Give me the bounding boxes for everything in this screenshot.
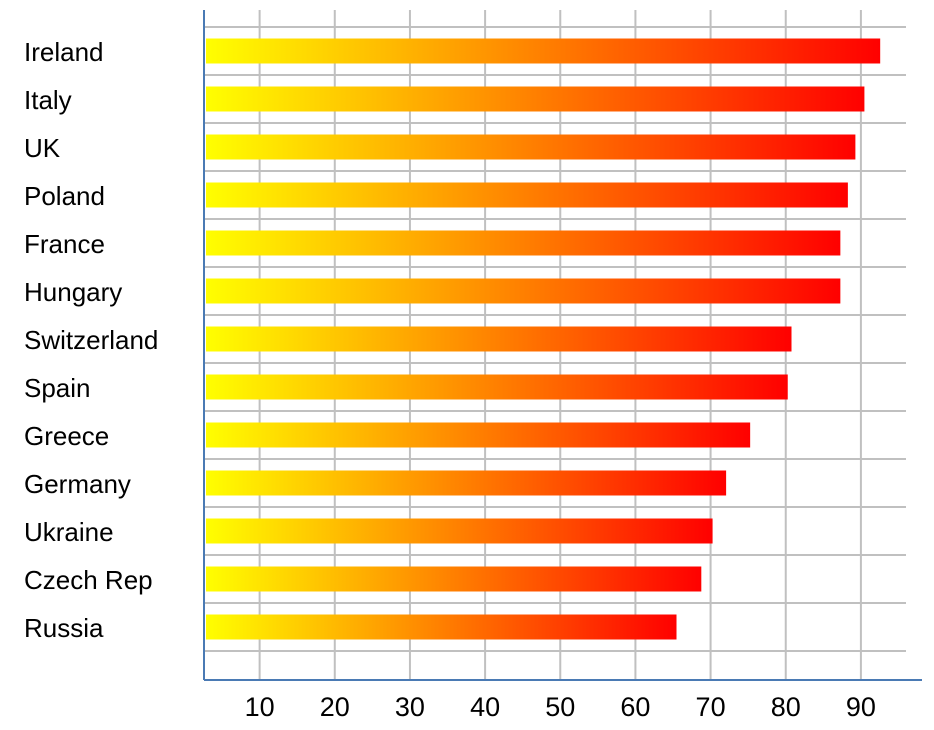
bar: [206, 374, 788, 400]
bar: [206, 134, 856, 160]
x-tick-labels: 10 20 30 40 50 60 70 80 90: [245, 692, 876, 722]
x-tick-label: 90: [846, 692, 876, 722]
category-label: Switzerland: [24, 325, 158, 355]
bars: [206, 38, 881, 640]
bar: [206, 182, 848, 208]
category-labels: Ireland Italy UK Poland France Hungary Switzer…: [24, 37, 158, 643]
category-label: Spain: [24, 373, 91, 403]
x-tick-label: 60: [620, 692, 650, 722]
bar: [206, 326, 792, 352]
x-tick-label: 50: [545, 692, 575, 722]
bar: [206, 422, 751, 448]
x-tick-label: 20: [320, 692, 350, 722]
axes: [203, 10, 922, 681]
bar: [206, 278, 841, 304]
bar: [206, 470, 727, 496]
category-label: Ukraine: [24, 517, 114, 547]
category-label: Poland: [24, 181, 105, 211]
x-tick-label: 30: [395, 692, 425, 722]
bar: [206, 38, 881, 64]
category-label: UK: [24, 133, 61, 163]
category-label: Czech Rep: [24, 565, 153, 595]
x-tick-label: 80: [771, 692, 801, 722]
x-tick-label: 10: [245, 692, 275, 722]
bar: [206, 566, 702, 592]
category-label: Russia: [24, 613, 104, 643]
bar: [206, 614, 677, 640]
category-label: Greece: [24, 421, 109, 451]
category-label: France: [24, 229, 105, 259]
category-label: Italy: [24, 85, 72, 115]
gridlines: [204, 10, 906, 680]
bar: [206, 518, 713, 544]
bar: [206, 86, 865, 112]
x-tick-label: 70: [696, 692, 726, 722]
category-label: Ireland: [24, 37, 104, 67]
bar: [206, 230, 841, 256]
category-label: Hungary: [24, 277, 122, 307]
category-label: Germany: [24, 469, 131, 499]
x-tick-label: 40: [470, 692, 500, 722]
